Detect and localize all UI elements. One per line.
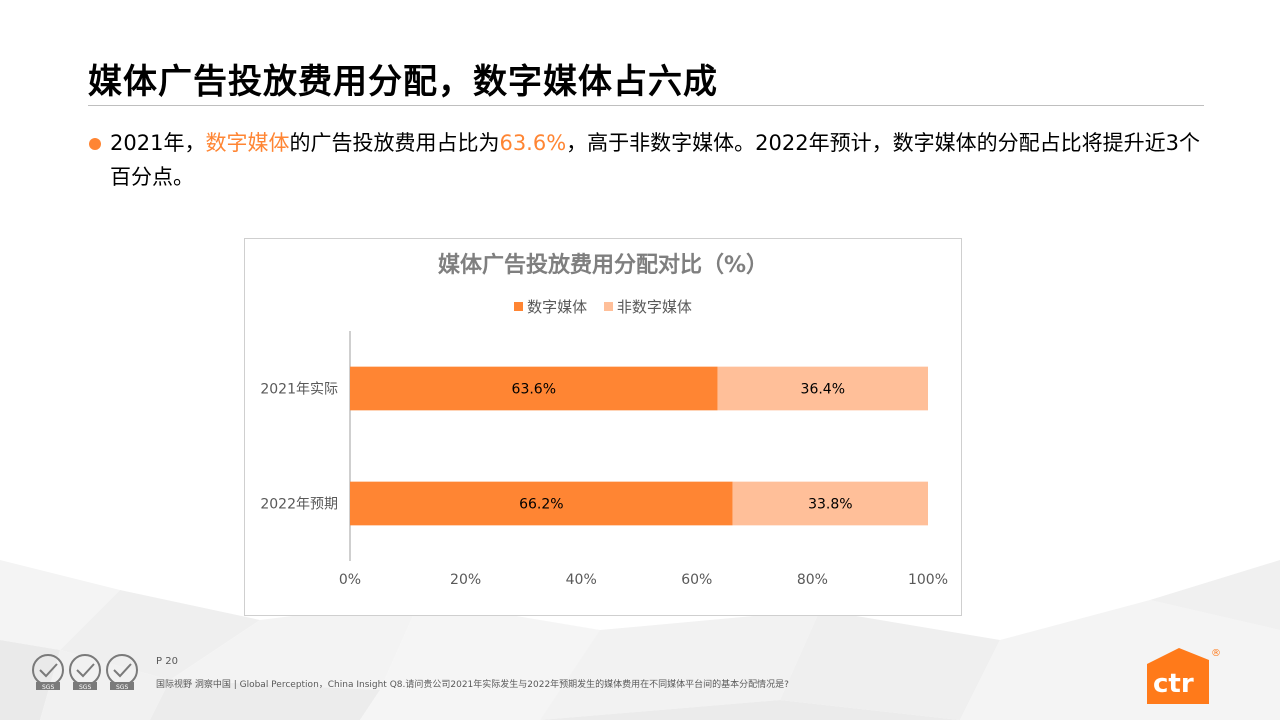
sgs-certification-seals: SGS SGS SGS <box>32 654 138 691</box>
logo-registered-mark: ® <box>1211 648 1221 659</box>
chart-legend: 数字媒体 非数字媒体 <box>245 296 961 317</box>
summary-text: ，高于非数字媒体。2022年预计，数字媒体的分配占比将提升近3个百分点。 <box>110 131 1200 189</box>
chart-container: 媒体广告投放费用分配对比（%） 数字媒体 非数字媒体 2021年实际 63.6% 3… <box>244 238 962 616</box>
summary-bullet: 2021年，数字媒体的广告投放费用占比为63.6%，高于非数字媒体。2022年预… <box>110 126 1205 194</box>
seal-label: SGS <box>116 684 128 691</box>
bullet-icon <box>89 138 101 150</box>
x-tick-label: 80% <box>797 572 828 588</box>
summary-highlight-digital: 数字媒体 <box>205 131 290 155</box>
data-label: 36.4% <box>801 382 845 398</box>
chart-title: 媒体广告投放费用分配对比（%） <box>437 253 769 278</box>
legend-label: 数字媒体 <box>527 298 588 316</box>
page-title: 媒体广告投放费用分配，数字媒体占六成 <box>88 62 718 102</box>
bar-segment <box>350 481 733 526</box>
legend-swatch-non-digital <box>603 302 613 311</box>
data-label: 66.2% <box>519 497 563 513</box>
category-label: 2021年实际 <box>260 382 338 398</box>
page-number: P 20 <box>156 656 178 667</box>
bar-segment <box>732 481 928 526</box>
bar-chart: 2021年实际 63.6% 36.4% 2022年预期 66.2% 33.8% 0% 20% 4… <box>260 331 948 588</box>
source-note: 国际视野 洞察中国 | Global Perception，China Insi… <box>156 680 789 690</box>
legend-swatch-digital <box>514 302 524 311</box>
category-label: 2022年预期 <box>260 497 338 513</box>
x-tick-label: 20% <box>450 572 481 588</box>
summary-text: 的广告投放费用占比为 <box>289 131 500 155</box>
ctr-logo: ctr ® <box>1147 648 1221 704</box>
logo-text: ctr <box>1153 669 1194 699</box>
title-divider <box>88 105 1204 106</box>
data-label: 63.6% <box>512 382 556 398</box>
x-tick-label: 60% <box>681 572 712 588</box>
x-tick-label: 100% <box>908 572 948 588</box>
seal-label: SGS <box>79 684 91 691</box>
legend-label: 非数字媒体 <box>616 298 692 316</box>
seal-label: SGS <box>42 684 54 691</box>
legend-item-non-digital: 非数字媒体 <box>603 296 692 317</box>
summary-text: 2021年， <box>110 131 206 155</box>
data-label: 33.8% <box>808 497 852 513</box>
x-tick-label: 0% <box>339 572 361 588</box>
legend-item-digital: 数字媒体 <box>514 296 587 317</box>
x-tick-label: 40% <box>566 572 597 588</box>
summary-highlight-percent: 63.6% <box>499 131 567 155</box>
bar-segment <box>717 366 928 411</box>
bar-segment <box>350 366 718 411</box>
